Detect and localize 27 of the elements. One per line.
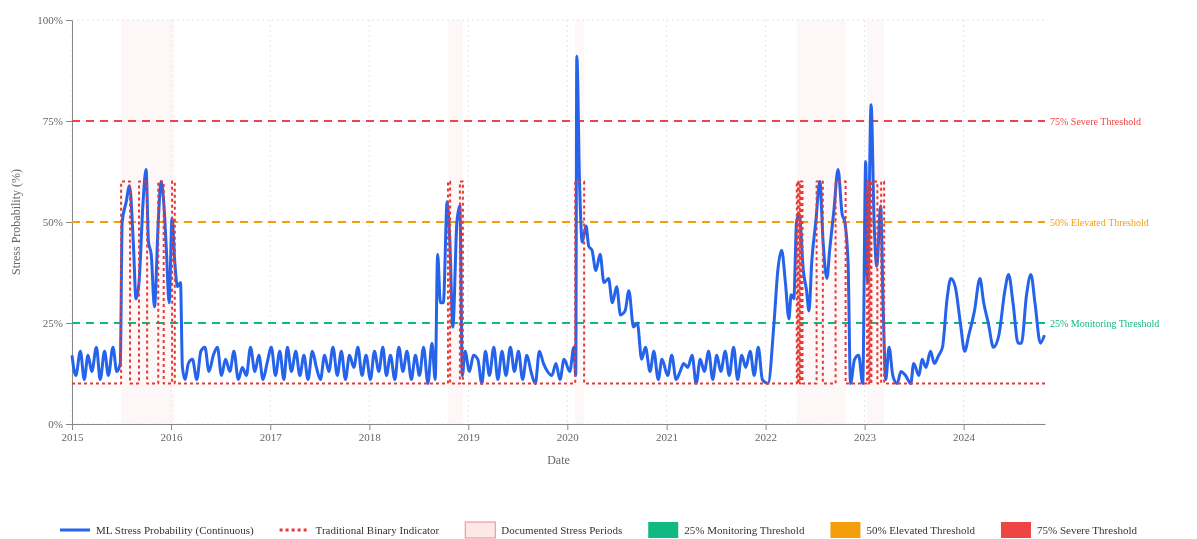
legend-label: ML Stress Probability (Continuous) <box>96 524 254 537</box>
y-axis-title: Stress Probability (%) <box>9 169 23 275</box>
x-tick-label: 2015 <box>61 430 84 443</box>
legend-label: Traditional Binary Indicator <box>315 524 440 536</box>
line-series <box>70 54 1046 386</box>
x-tick-label: 2022 <box>755 430 778 443</box>
x-axis-title: Date <box>547 453 570 467</box>
ref-line-label: 50% Elevated Threshold <box>1050 217 1149 228</box>
text: 75% Severe Threshold <box>1036 524 1137 536</box>
y-tick-label: 25% <box>42 317 63 330</box>
x-tick-label: 2021 <box>656 430 679 443</box>
ref-line-label: 75% Severe Threshold <box>1050 116 1141 127</box>
y-tick-label: 100% <box>37 14 63 27</box>
x-tick-label: 2023 <box>854 430 877 443</box>
text: 25% Monitoring Threshold <box>684 524 805 536</box>
x-tick-label: 2018 <box>358 430 382 443</box>
x-tick-label: 2019 <box>457 430 481 443</box>
ref-line-label: 25% Monitoring Threshold <box>1050 318 1160 329</box>
x-tick-label: 2024 <box>953 430 976 443</box>
text: 50% Elevated Threshold <box>866 524 975 536</box>
y-tick-label: 0% <box>48 418 63 431</box>
x-tick-label: 2017 <box>259 430 283 443</box>
x-tick-label: 2016 <box>160 430 184 443</box>
y-tick-label: 75% <box>42 115 63 128</box>
y-tick-label: 50% <box>42 216 63 229</box>
legend-label: Documented Stress Periods <box>501 524 623 536</box>
x-tick-label: 2020 <box>556 430 580 443</box>
